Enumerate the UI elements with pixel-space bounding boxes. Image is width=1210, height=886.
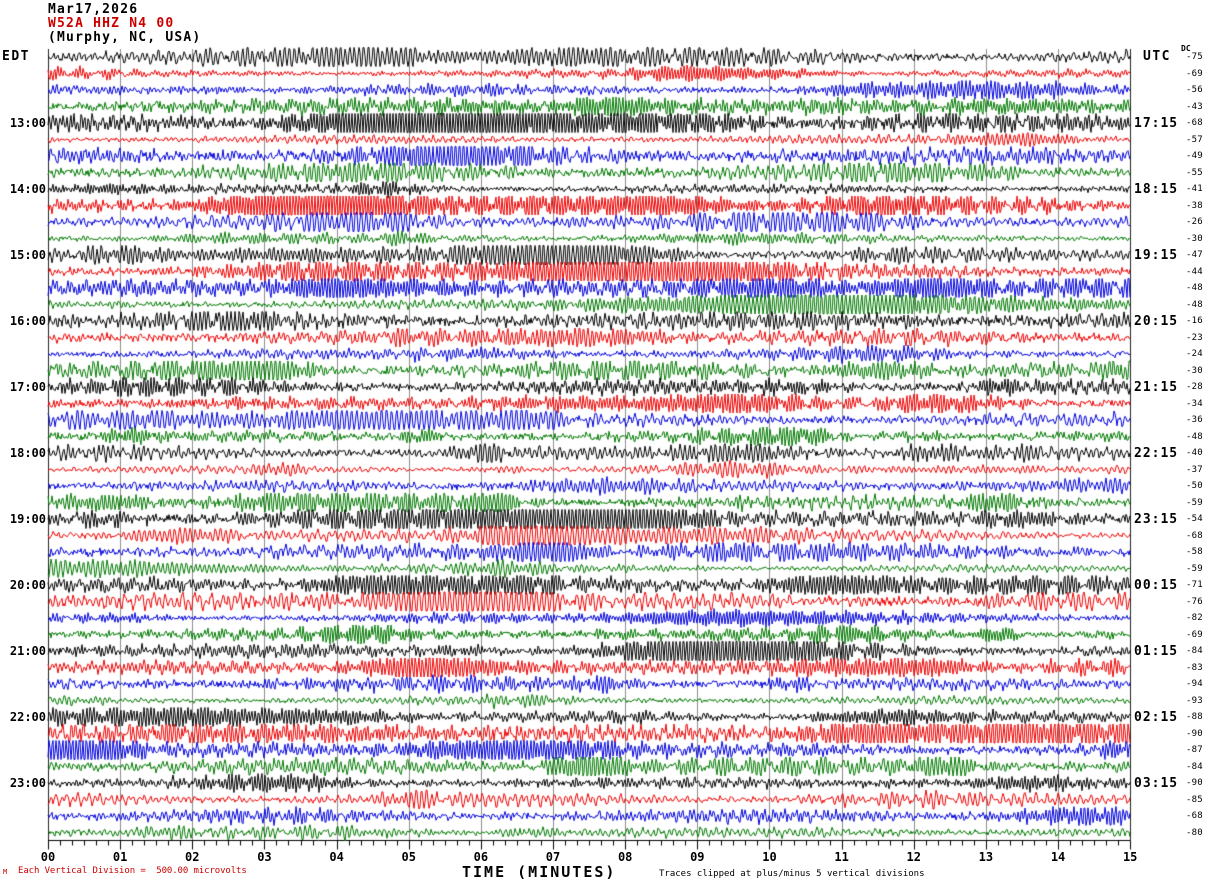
dc-offset-value: -49 — [1186, 151, 1203, 161]
dc-offset-value: -38 — [1186, 200, 1203, 211]
utc-time-label: 22:15 — [1134, 446, 1179, 461]
dc-offset-value: -50 — [1186, 481, 1203, 491]
utc-timezone-label: UTC — [1143, 49, 1171, 64]
edt-time-label: 18:00 — [9, 446, 46, 460]
dc-offset-value: -57 — [1186, 134, 1203, 145]
dc-offset-value: -54 — [1186, 514, 1203, 524]
dc-offset-value: -43 — [1186, 101, 1203, 112]
x-axis-tick-label: 01 — [112, 850, 128, 864]
x-axis-tick-label: 11 — [834, 850, 849, 864]
dc-offset-value: -69 — [1186, 68, 1203, 79]
x-axis-tick-label: 05 — [401, 850, 416, 864]
edt-time-label: 14:00 — [9, 182, 46, 196]
dc-offset-value: -41 — [1186, 184, 1203, 194]
x-axis-tick-label: 15 — [1122, 850, 1138, 864]
title-station: W52A HHZ N4 00 — [48, 16, 175, 31]
dc-offset-value: -55 — [1186, 167, 1203, 178]
edt-time-label: 17:00 — [9, 380, 46, 394]
dc-offset-value: -68 — [1186, 530, 1203, 541]
dc-offset-value: -47 — [1186, 250, 1203, 260]
edt-time-label: 15:00 — [9, 248, 46, 262]
dc-offset-value: -36 — [1186, 415, 1203, 425]
x-axis-tick-label: 08 — [617, 850, 633, 864]
dc-offset-value: -48 — [1186, 299, 1203, 310]
edt-time-label: 16:00 — [9, 314, 46, 328]
title-date: Mar17,2026 — [48, 2, 139, 17]
dc-offset-value: -24 — [1186, 349, 1203, 359]
utc-time-label: 02:15 — [1134, 710, 1179, 725]
dc-offset-value: -75 — [1186, 52, 1203, 62]
edt-time-label: 13:00 — [9, 116, 46, 130]
utc-time-label: 00:15 — [1134, 578, 1179, 593]
dc-offset-value: -59 — [1186, 497, 1203, 508]
edt-timezone-label: EDT — [2, 49, 30, 64]
dc-offset-value: -56 — [1186, 85, 1203, 95]
dc-offset-value: -23 — [1186, 332, 1203, 343]
utc-time-label: 20:15 — [1134, 314, 1179, 329]
dc-offset-value: -30 — [1186, 365, 1203, 376]
dc-offset-value: -30 — [1186, 233, 1203, 244]
plot-title: Mar17,2026 W52A HHZ N4 00 (Murphy, NC, U… — [48, 3, 201, 45]
dc-offset-value: -16 — [1186, 316, 1203, 326]
dc-offset-value: -59 — [1186, 563, 1203, 574]
x-axis-tick-label: 07 — [545, 850, 561, 864]
x-axis-title: TIME (MINUTES) — [462, 863, 617, 881]
dc-offset-value: -88 — [1186, 712, 1203, 722]
x-axis-tick-label: 03 — [257, 850, 272, 864]
edt-time-label: 23:00 — [9, 776, 46, 790]
dc-offset-value: -34 — [1186, 398, 1203, 409]
microvolt-glyph: M — [3, 868, 8, 876]
dc-offset-value: -80 — [1186, 827, 1203, 838]
dc-offset-value: -84 — [1186, 761, 1203, 772]
utc-time-label: 03:15 — [1134, 776, 1179, 791]
vertical-division-scale-note: Each Vertical Division = 500.00 microvol… — [18, 866, 247, 876]
x-axis-tick-label: 12 — [906, 850, 921, 864]
utc-time-label: 18:15 — [1134, 182, 1179, 197]
dc-offset-value: -48 — [1186, 283, 1203, 293]
x-axis-tick-label: 00 — [40, 850, 56, 864]
dc-offset-label: DC — [1181, 44, 1191, 53]
dc-offset-value: -48 — [1186, 431, 1203, 442]
utc-time-label: 17:15 — [1134, 116, 1179, 131]
x-axis-tick-label: 10 — [762, 850, 777, 864]
dc-offset-value: -90 — [1186, 728, 1203, 739]
dc-offset-value: -28 — [1186, 382, 1203, 392]
dc-offset-value: -76 — [1186, 596, 1203, 607]
dc-offset-value: -40 — [1186, 448, 1203, 458]
x-axis-tick-label: 14 — [1050, 850, 1066, 864]
dc-offset-value: -83 — [1186, 662, 1203, 673]
x-axis-tick-label: 09 — [690, 850, 705, 864]
dc-offset-value: -90 — [1186, 778, 1203, 788]
x-axis-tick-label: 02 — [185, 850, 200, 864]
dc-offset-value: -26 — [1186, 217, 1203, 227]
dc-offset-value: -87 — [1186, 745, 1203, 755]
edt-time-label: 20:00 — [9, 578, 46, 592]
dc-offset-value: -82 — [1186, 613, 1203, 623]
dc-offset-value: -85 — [1186, 794, 1203, 805]
x-axis-tick-label: 04 — [329, 850, 344, 864]
edt-time-label: 22:00 — [9, 710, 46, 724]
x-axis-tick-label: 13 — [978, 850, 994, 864]
dc-offset-value: -68 — [1186, 811, 1203, 821]
utc-time-label: 01:15 — [1134, 644, 1179, 659]
dc-offset-value: -68 — [1186, 118, 1203, 128]
edt-time-label: 19:00 — [9, 512, 46, 526]
dc-offset-value: -84 — [1186, 646, 1203, 656]
title-location: (Murphy, NC, USA) — [48, 30, 202, 45]
trace-clipping-note: Traces clipped at plus/minus 5 vertical … — [659, 869, 925, 879]
utc-time-label: 23:15 — [1134, 512, 1179, 527]
dc-offset-value: -69 — [1186, 629, 1203, 640]
dc-offset-value: -37 — [1186, 464, 1203, 475]
dc-offset-value: -58 — [1186, 547, 1203, 557]
edt-time-label: 21:00 — [9, 644, 46, 658]
x-axis-tick-label: 06 — [473, 850, 489, 864]
utc-time-label: 21:15 — [1134, 380, 1179, 395]
dc-offset-value: -71 — [1186, 580, 1203, 590]
dc-offset-value: -94 — [1186, 679, 1203, 689]
dc-offset-value: -93 — [1186, 695, 1203, 706]
dc-offset-value: -44 — [1186, 266, 1203, 277]
utc-time-label: 19:15 — [1134, 248, 1179, 263]
